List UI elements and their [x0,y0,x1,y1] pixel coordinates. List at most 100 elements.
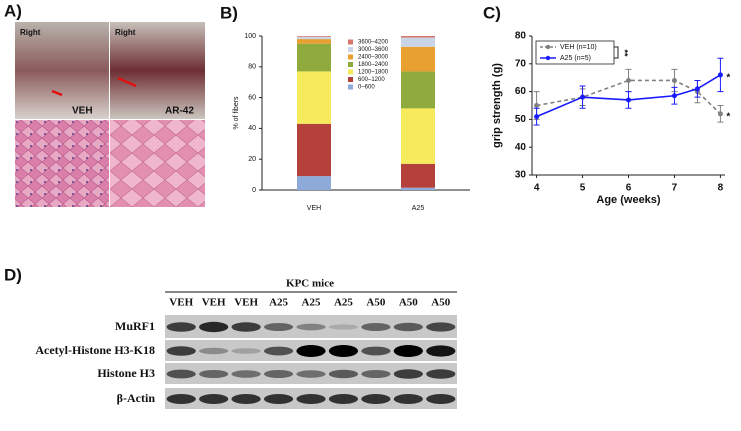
legend-label: 1800–2400 [358,62,389,68]
y-tick-label: 60 [248,94,256,101]
lane-label: A50 [366,297,385,309]
blot-band [296,345,326,357]
bar-segment [297,36,331,37]
y-axis-label: % of fibers [233,96,240,130]
group-label: VEH [72,106,93,117]
legend-swatch [348,39,353,45]
y-tick-label: 20 [248,156,256,163]
blot-band [263,323,294,331]
bar-segment [401,187,435,190]
y-tick-label: 40 [248,125,256,132]
legend-label: 3000–3600 [358,47,389,53]
blot-band [263,346,294,356]
lane-label: VEH [169,297,193,309]
panel-label: C) [483,3,501,22]
annotation: * [726,111,730,122]
legend-swatch [348,69,353,75]
lane-label: A25 [334,297,353,309]
blot-band [231,322,261,332]
panel-label: A) [4,1,22,20]
blot-band [393,394,423,404]
row-label: Acetyl-Histone H3-K18 [35,343,155,357]
lane-label: A25 [302,297,321,309]
histology [15,120,109,207]
row-label: β-Actin [117,391,156,405]
blot-band [166,322,196,332]
blot-band [263,370,294,378]
blot-strip [165,363,457,384]
arrow [51,76,137,97]
legend-label: 0–600 [358,85,375,91]
bar-segment [401,37,435,47]
blot-band [393,369,423,379]
blot-band [328,345,359,357]
series-line [536,79,721,115]
legend-bracket [614,46,619,59]
blot-band [296,394,326,404]
y-axis-label: grip strength (g) [491,63,503,148]
legend-box [535,40,615,65]
bar-segment [297,123,331,177]
blot-band [426,394,456,404]
legend-label: 600–1200 [358,77,385,83]
photo-label: Right [115,28,136,37]
legend-marker [545,44,551,50]
blot-strip [165,315,457,338]
y-tick-label: 70 [515,58,527,69]
data-point [626,97,631,103]
lane-label: VEH [234,297,258,309]
x-axis-label: Age (weeks) [596,194,661,206]
bar-segment [401,71,435,109]
blot-band [199,347,229,355]
series-line [536,74,721,118]
bar-segment [297,39,331,44]
y-tick-label: 60 [515,86,527,97]
group-label: AR-42 [165,106,194,117]
panel-label: B) [220,3,238,22]
bar-segment [401,46,435,72]
bar-segment [401,36,435,38]
blot-band [231,370,261,378]
legend-marker [545,55,551,61]
data-point [717,72,723,78]
blot-band [166,369,196,379]
blot-band [426,322,456,332]
blot-band [361,346,391,356]
legend-swatch [348,54,353,60]
legend-swatch [348,47,353,52]
blot-band [263,394,294,404]
photo [110,22,205,119]
panel-label: D) [4,265,22,284]
legend-swatch [348,84,353,90]
legend-label: VEH (n=10) [560,44,597,51]
blot-band [328,324,359,330]
blot-band [199,321,229,333]
blot-band [296,323,326,331]
y-tick-label: 50 [515,114,527,125]
y-tick-label: 30 [515,170,527,181]
blot-band [296,370,326,378]
data-point [671,77,677,83]
blot-band [393,345,423,357]
y-tick-label: 0 [252,187,256,194]
data-point [534,103,540,108]
legend-label: A25 (n=5) [560,55,591,62]
blot-band [328,369,359,379]
blot-band [231,394,261,404]
bar-segment [401,163,435,188]
data-point [534,114,540,120]
annotation: * [726,73,730,84]
x-tick-label: 4 [534,183,540,194]
blot-band [426,345,456,357]
blot-band [328,394,359,404]
photo [15,22,109,119]
legend-swatch [348,62,353,67]
lane-label: A50 [431,297,450,309]
annotation: ** [620,49,630,57]
x-tick-label: 8 [718,183,724,194]
x-tick-label: A25 [412,205,425,212]
lane-label: A50 [399,297,418,309]
y-tick-label: 80 [515,31,527,42]
blot-band [166,346,196,356]
